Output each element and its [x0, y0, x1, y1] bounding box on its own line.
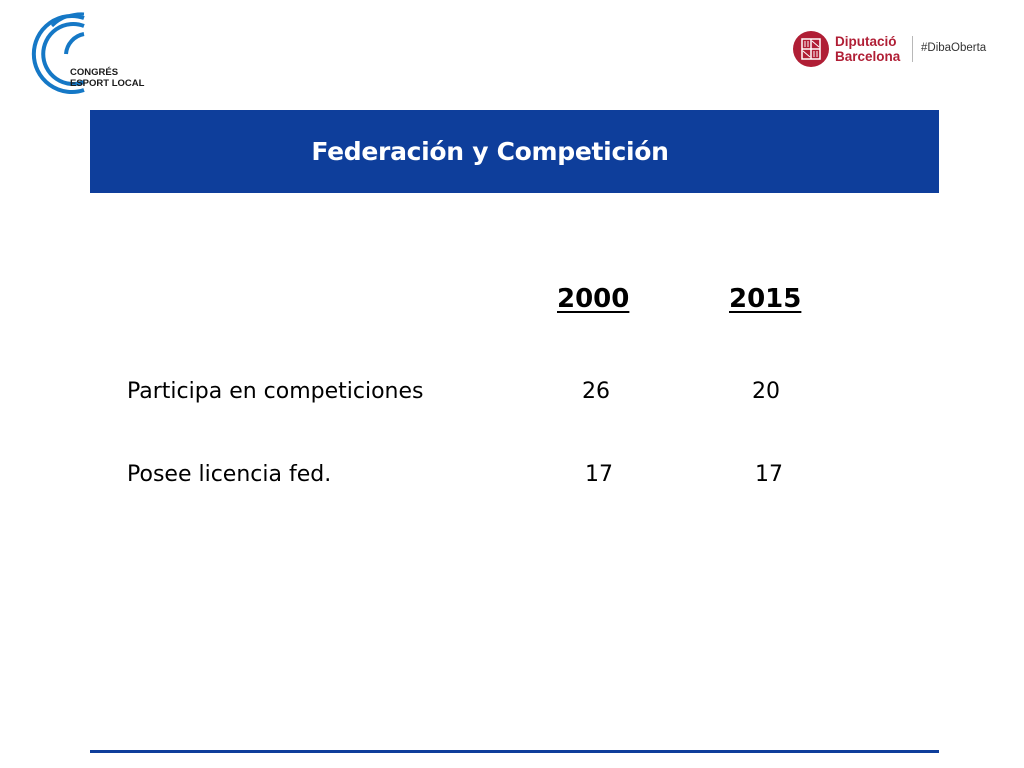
diputacio-line2: Barcelona	[835, 49, 901, 64]
hashtag-label: #DibaOberta	[921, 42, 987, 54]
coat-of-arms-seal-icon	[793, 31, 829, 67]
congres-logo-text: CONGRÉS ESPORT LOCAL	[70, 67, 144, 89]
diputacio-line1: Diputació	[835, 34, 897, 49]
row-value-competiciones-2015: 20	[752, 379, 780, 404]
row-value-licencia-2000: 17	[585, 462, 613, 487]
row-value-licencia-2015: 17	[755, 462, 783, 487]
logo-divider	[912, 36, 913, 62]
diputacio-name: Diputació Barcelona	[835, 34, 900, 64]
column-header-2015: 2015	[729, 284, 802, 314]
row-label-competiciones: Participa en competiciones	[127, 379, 424, 404]
congres-esport-local-logo: CONGRÉS ESPORT LOCAL	[16, 12, 156, 97]
congres-logo-line2: ESPORT LOCAL	[70, 78, 145, 89]
concentric-c-arcs-icon	[31, 12, 85, 94]
title-bar: Federación y Competición	[90, 110, 939, 193]
column-header-2000: 2000	[557, 284, 630, 314]
bottom-divider	[90, 750, 939, 753]
slide-title: Federación y Competición	[311, 137, 669, 166]
diputacio-barcelona-logo: Diputació Barcelona #DibaOberta	[792, 30, 1007, 68]
row-value-competiciones-2000: 26	[582, 379, 610, 404]
row-label-licencia: Posee licencia fed.	[127, 462, 332, 487]
congres-logo-line1: CONGRÉS	[70, 67, 119, 78]
